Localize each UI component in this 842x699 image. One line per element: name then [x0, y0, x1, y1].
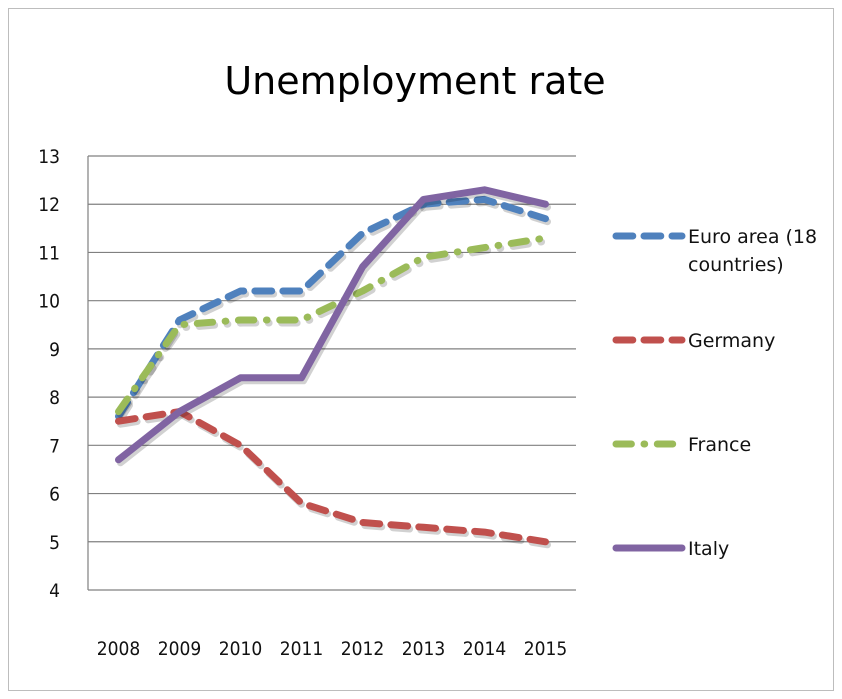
legend: Euro area (18 countries) Germany France Ital… — [612, 226, 817, 560]
x-tick-label: 2008 — [97, 638, 141, 660]
data-point — [238, 288, 244, 294]
data-point — [299, 500, 305, 506]
x-tick-label: 2009 — [158, 638, 202, 660]
chart-title: Unemployment rate — [224, 59, 605, 103]
data-point — [482, 245, 488, 251]
x-tick-label: 2014 — [463, 638, 507, 660]
data-point — [238, 317, 244, 323]
legend-label: Euro area (18 — [688, 226, 817, 248]
y-tick-label: 7 — [49, 435, 60, 457]
data-point — [116, 409, 122, 415]
data-point — [116, 418, 122, 424]
y-tick-label: 11 — [38, 242, 60, 264]
x-tick-label: 2010 — [219, 638, 263, 660]
x-tick-label: 2012 — [341, 638, 385, 660]
legend-label: France — [688, 434, 751, 456]
data-point — [238, 375, 244, 381]
legend-label: Germany — [688, 330, 775, 352]
data-point — [421, 524, 427, 530]
y-axis-ticks: 4 5 6 7 8 9 10 11 12 13 — [38, 146, 60, 602]
data-point — [238, 442, 244, 448]
y-tick-label: 8 — [49, 387, 60, 409]
data-point — [177, 409, 183, 415]
data-point — [482, 529, 488, 535]
series-line-euro-area-18-countries — [115, 195, 549, 420]
series-line-italy — [115, 186, 549, 464]
data-point — [360, 519, 366, 525]
x-tick-label: 2015 — [524, 638, 568, 660]
data-point — [543, 539, 549, 545]
y-tick-label: 5 — [49, 532, 60, 554]
series-lines — [115, 186, 551, 549]
x-tick-label: 2013 — [402, 638, 446, 660]
data-point — [177, 322, 183, 328]
data-point — [360, 230, 366, 236]
data-point — [482, 196, 488, 202]
data-point — [116, 457, 122, 463]
data-point — [543, 201, 549, 207]
gridlines — [87, 155, 576, 591]
legend-label: countries) — [688, 254, 784, 276]
data-point — [299, 288, 305, 294]
data-point — [543, 235, 549, 241]
data-point — [421, 254, 427, 260]
y-tick-label: 13 — [38, 146, 60, 168]
data-point — [360, 288, 366, 294]
series-shadow — [117, 411, 551, 549]
y-tick-label: 9 — [49, 339, 60, 361]
y-tick-label: 6 — [49, 484, 60, 506]
data-point — [299, 317, 305, 323]
y-tick-label: 12 — [38, 194, 60, 216]
data-point — [482, 187, 488, 193]
x-tick-label: 2011 — [280, 638, 324, 660]
y-tick-label: 4 — [49, 580, 60, 602]
data-point — [360, 264, 366, 270]
series-line-germany — [115, 408, 549, 546]
x-axis-ticks: 2008 2009 2010 2011 2012 2013 2014 2015 — [97, 638, 568, 660]
series-line-france — [115, 234, 549, 416]
y-tick-label: 10 — [38, 291, 60, 313]
chart-frame — [8, 8, 834, 691]
legend-label: Italy — [688, 538, 729, 560]
data-point — [299, 375, 305, 381]
data-point — [543, 216, 549, 222]
data-point — [421, 196, 427, 202]
